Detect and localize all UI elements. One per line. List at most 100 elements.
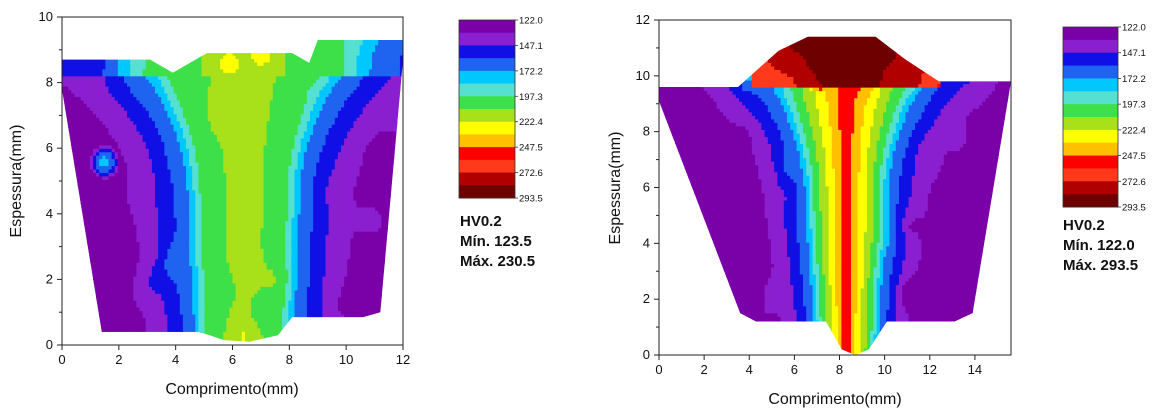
- contour-cell: [62, 210, 66, 215]
- contour-cell: [269, 320, 274, 325]
- contour-cell: [331, 203, 336, 208]
- contour-cell: [213, 265, 218, 270]
- contour-cell: [71, 303, 75, 308]
- contour-cell: [139, 213, 144, 218]
- contour-cell: [93, 282, 97, 287]
- contour-cell: [99, 227, 103, 232]
- contour-cell: [353, 265, 358, 270]
- contour-cell: [347, 307, 351, 312]
- contour-cell: [372, 189, 376, 194]
- contour-cell: [294, 199, 299, 205]
- contour-cell: [396, 334, 401, 339]
- contour-cell: [381, 320, 385, 325]
- contour-cell: [189, 313, 193, 318]
- contour-cell: [244, 265, 249, 270]
- contour-cell: [378, 234, 382, 239]
- contour-cell: [381, 220, 385, 225]
- contour-cell: [378, 275, 382, 280]
- contour-cell: [117, 265, 122, 270]
- contour-cell: [310, 272, 314, 277]
- contour-cell: [139, 241, 144, 246]
- contour-cell: [275, 265, 280, 270]
- contour-cell: [111, 227, 116, 232]
- contour-cell: [71, 307, 75, 312]
- contour-cell: [297, 262, 302, 267]
- contour-cell: [102, 313, 106, 318]
- contour-cell: [99, 210, 103, 215]
- contour-cell: [297, 269, 302, 274]
- contour-cell: [83, 317, 88, 322]
- contour-cell: [189, 317, 193, 322]
- contour-cell: [272, 248, 277, 253]
- contour-cell: [139, 275, 144, 280]
- contour-cell: [120, 203, 125, 208]
- contour-cell: [83, 189, 88, 194]
- contour-cell: [334, 331, 339, 336]
- contour-cell: [331, 313, 336, 318]
- contour-cell: [248, 317, 252, 322]
- contour-cell: [248, 289, 252, 294]
- contour-cell: [195, 189, 199, 194]
- contour-cell: [294, 189, 299, 194]
- contour-cell: [325, 262, 330, 267]
- contour-cell: [310, 210, 314, 215]
- contour-cell: [241, 313, 246, 318]
- contour-cell: [198, 310, 203, 315]
- contour-cell: [316, 189, 320, 194]
- contour-cell: [207, 231, 212, 236]
- contour-cell: [145, 203, 150, 208]
- contour-cell: [86, 275, 91, 280]
- contour-cell: [334, 255, 339, 260]
- contour-cell: [241, 248, 246, 253]
- contour-cell: [306, 210, 311, 215]
- contour-cell: [387, 231, 392, 236]
- contour-cell: [71, 189, 75, 194]
- contour-cell: [114, 317, 119, 322]
- contour-cell: [93, 241, 97, 246]
- contour-cell: [74, 265, 79, 270]
- contour-cell: [127, 272, 131, 277]
- contour-cell: [257, 307, 261, 312]
- contour-cell: [294, 220, 299, 225]
- contour-cell: [213, 327, 218, 332]
- contour-cell: [241, 224, 246, 229]
- contour-cell: [272, 320, 277, 325]
- contour-cell: [71, 210, 75, 215]
- contour-cell: [186, 300, 190, 305]
- contour-cell: [195, 313, 199, 318]
- contour-cell: [257, 203, 261, 208]
- contour-cell: [344, 255, 348, 260]
- contour-cell: [167, 231, 172, 236]
- contour-cell: [384, 300, 389, 305]
- contour-cell: [331, 300, 336, 305]
- contour-cell: [93, 231, 97, 236]
- contour-cell: [80, 203, 85, 208]
- contour-cell: [297, 317, 302, 322]
- contour-cell: [328, 255, 333, 260]
- contour-cell: [288, 293, 292, 298]
- contour-cell: [356, 293, 361, 298]
- contour-cell: [254, 265, 258, 270]
- contour-cell: [260, 310, 265, 315]
- contour-cell: [282, 282, 286, 287]
- contour-cell: [344, 224, 348, 229]
- contour-cell: [201, 189, 206, 194]
- contour-cell: [269, 227, 274, 232]
- contour-cell: [186, 296, 190, 301]
- contour-cell: [303, 193, 308, 198]
- contour-cell: [337, 313, 342, 318]
- contour-cell: [241, 255, 246, 260]
- contour-cell: [251, 251, 255, 256]
- contour-cell: [238, 303, 243, 308]
- contour-cell: [344, 331, 348, 336]
- contour-cell: [170, 186, 175, 191]
- contour-cell: [201, 289, 206, 294]
- contour-cell: [145, 199, 150, 205]
- contour-cell: [80, 307, 85, 312]
- contour-cell: [96, 289, 100, 294]
- contour-cell: [347, 317, 351, 322]
- contour-cell: [223, 300, 227, 305]
- contour-cell: [257, 310, 261, 315]
- contour-cell: [71, 313, 75, 318]
- contour-cell: [297, 265, 302, 270]
